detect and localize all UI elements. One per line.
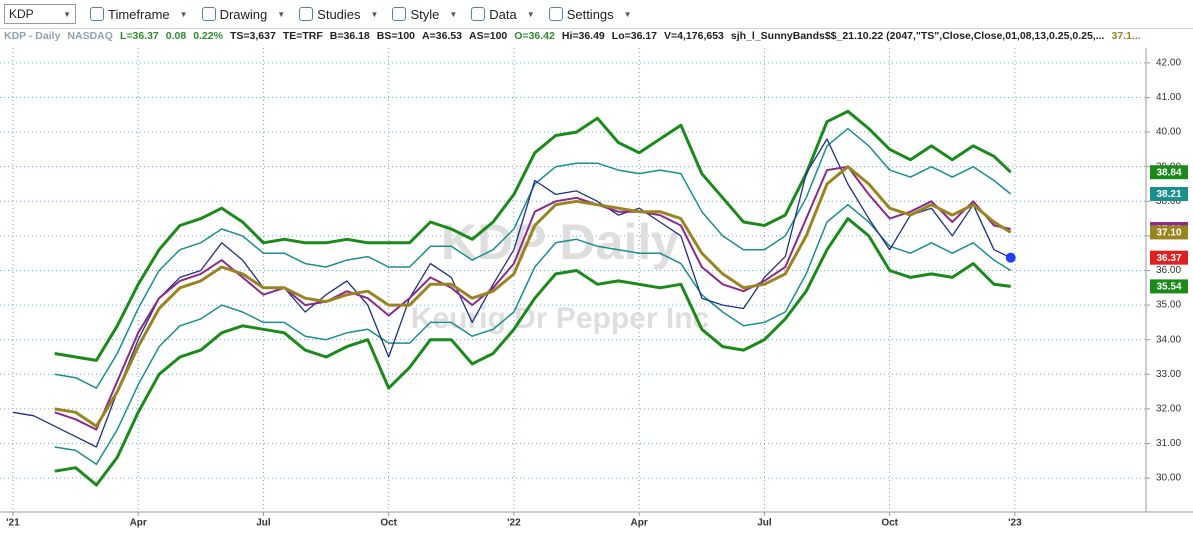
last-value-label: 35.54	[1156, 282, 1181, 293]
y-tick-label: 32.00	[1156, 404, 1181, 415]
toolbar-button[interactable]: Studies ▼	[299, 7, 378, 22]
toolbar: KDP ▼ Timeframe ▼ Drawing ▼ Studies ▼ Style ▼ Dat…	[0, 0, 1193, 29]
symbol: KDP	[9, 7, 34, 21]
series-line	[12, 138, 1011, 448]
last-price-dot	[1005, 252, 1016, 263]
button-label: Timeframe	[108, 6, 170, 22]
toolbar-button[interactable]: Data ▼	[471, 6, 535, 22]
last-value-label: 38.84	[1156, 167, 1181, 178]
x-tick-label: Apr	[130, 518, 147, 529]
info-item: 0.08	[165, 30, 187, 42]
x-tick-label: Oct	[881, 518, 898, 529]
button-label: Studies	[317, 6, 361, 22]
y-tick-label: 40.00	[1156, 127, 1181, 138]
info-item: sjh_l_SunnyBands$$_21.10.22 (2047,"TS",C…	[730, 30, 1105, 42]
plot	[12, 109, 1016, 487]
y-tick-label: 42.00	[1156, 58, 1181, 69]
y-tick-label: 33.00	[1156, 369, 1181, 380]
last-value-badge	[1150, 225, 1188, 240]
last-value-badge	[1150, 279, 1188, 294]
info-item: TS=3,637	[229, 30, 276, 42]
y-tick-label: 31.00	[1156, 438, 1181, 449]
series-line	[54, 127, 1012, 389]
x-tick-label: Oct	[380, 518, 397, 529]
y-tick-label: 36.00	[1156, 265, 1181, 276]
toolbar-button[interactable]: Timeframe ▼	[90, 7, 188, 22]
caret: ▼	[179, 9, 188, 19]
last-value-badge	[1150, 250, 1188, 265]
series-line	[54, 165, 1012, 428]
series-line	[54, 217, 1011, 487]
caret: ▼	[449, 9, 458, 19]
y-tick-label: 41.00	[1156, 92, 1181, 103]
info-item: TE=TRF	[282, 30, 323, 42]
last-value-label: 38.21	[1156, 189, 1181, 200]
last-value-label: 37.10	[1156, 228, 1181, 239]
info-item: BS=100	[376, 30, 416, 42]
info-item: V=4,176,653	[664, 30, 724, 42]
last-value-badge	[1150, 165, 1188, 180]
x-tick-label: Apr	[631, 518, 648, 529]
button-label: Data	[489, 6, 517, 22]
info-item: O=36.42	[514, 30, 555, 42]
button-label: Style	[410, 6, 440, 22]
info-item: AS=100	[469, 30, 508, 42]
series-line	[54, 203, 1012, 466]
info-item: A=36.53	[422, 30, 463, 42]
last-value-badge	[1150, 187, 1188, 202]
info-item: 37.1...	[1111, 30, 1141, 42]
axes: 30.0031.0032.0033.0034.0035.0036.0037.00…	[6, 58, 1188, 529]
toolbar-button[interactable]: Settings ▼	[548, 6, 632, 22]
series-line	[54, 165, 1011, 431]
info-item: KDP - Daily	[4, 30, 61, 42]
icon	[201, 7, 216, 21]
toolbar-button[interactable]: Style ▼	[392, 7, 457, 22]
watermark-subtitle: Keurig Dr Pepper Inc	[411, 302, 709, 335]
y-tick-label: 34.00	[1156, 334, 1181, 345]
info-item: Lo=36.17	[611, 30, 658, 42]
caret: ▼	[370, 9, 379, 19]
x-tick-label: '23	[1008, 518, 1022, 529]
y-tick-label: 35.00	[1156, 300, 1181, 311]
button-label: Drawing	[219, 6, 268, 22]
symbol-input[interactable]: KDP ▼	[4, 4, 76, 24]
y-tick-label: 30.00	[1156, 473, 1181, 484]
icon	[471, 7, 486, 21]
caret: ▼	[63, 9, 71, 19]
series-line	[54, 109, 1012, 362]
info-item: 0.22%	[193, 30, 223, 42]
info-item: L=36.37	[119, 30, 159, 42]
info-item: NASDAQ	[67, 30, 113, 42]
last-value-label: 36.37	[1156, 253, 1181, 264]
caret: ▼	[277, 9, 286, 19]
y-tick-label: 38.00	[1156, 196, 1181, 207]
x-tick-label: Jul	[256, 518, 271, 529]
icon	[299, 7, 314, 21]
button-label: Settings	[566, 6, 614, 22]
info-item: B=36.18	[329, 30, 370, 42]
button-group: Timeframe ▼ Drawing ▼ Studies ▼ Style ▼ Data ▼ Set…	[76, 7, 632, 22]
icon	[392, 7, 407, 21]
x-tick-label: Jul	[757, 518, 772, 529]
caret: ▼	[526, 9, 535, 19]
x-tick-label: '22	[507, 518, 521, 529]
info-bar: KDP - Daily NASDAQ L=36.37 0.08 0.22% TS=3,63…	[4, 30, 1141, 44]
toolbar-button[interactable]: Drawing ▼	[201, 6, 286, 22]
x-tick-label: '21	[6, 518, 20, 529]
icon	[548, 7, 563, 21]
caret: ▼	[623, 9, 632, 19]
icon	[90, 7, 104, 21]
info-item: Hi=36.49	[561, 30, 605, 42]
